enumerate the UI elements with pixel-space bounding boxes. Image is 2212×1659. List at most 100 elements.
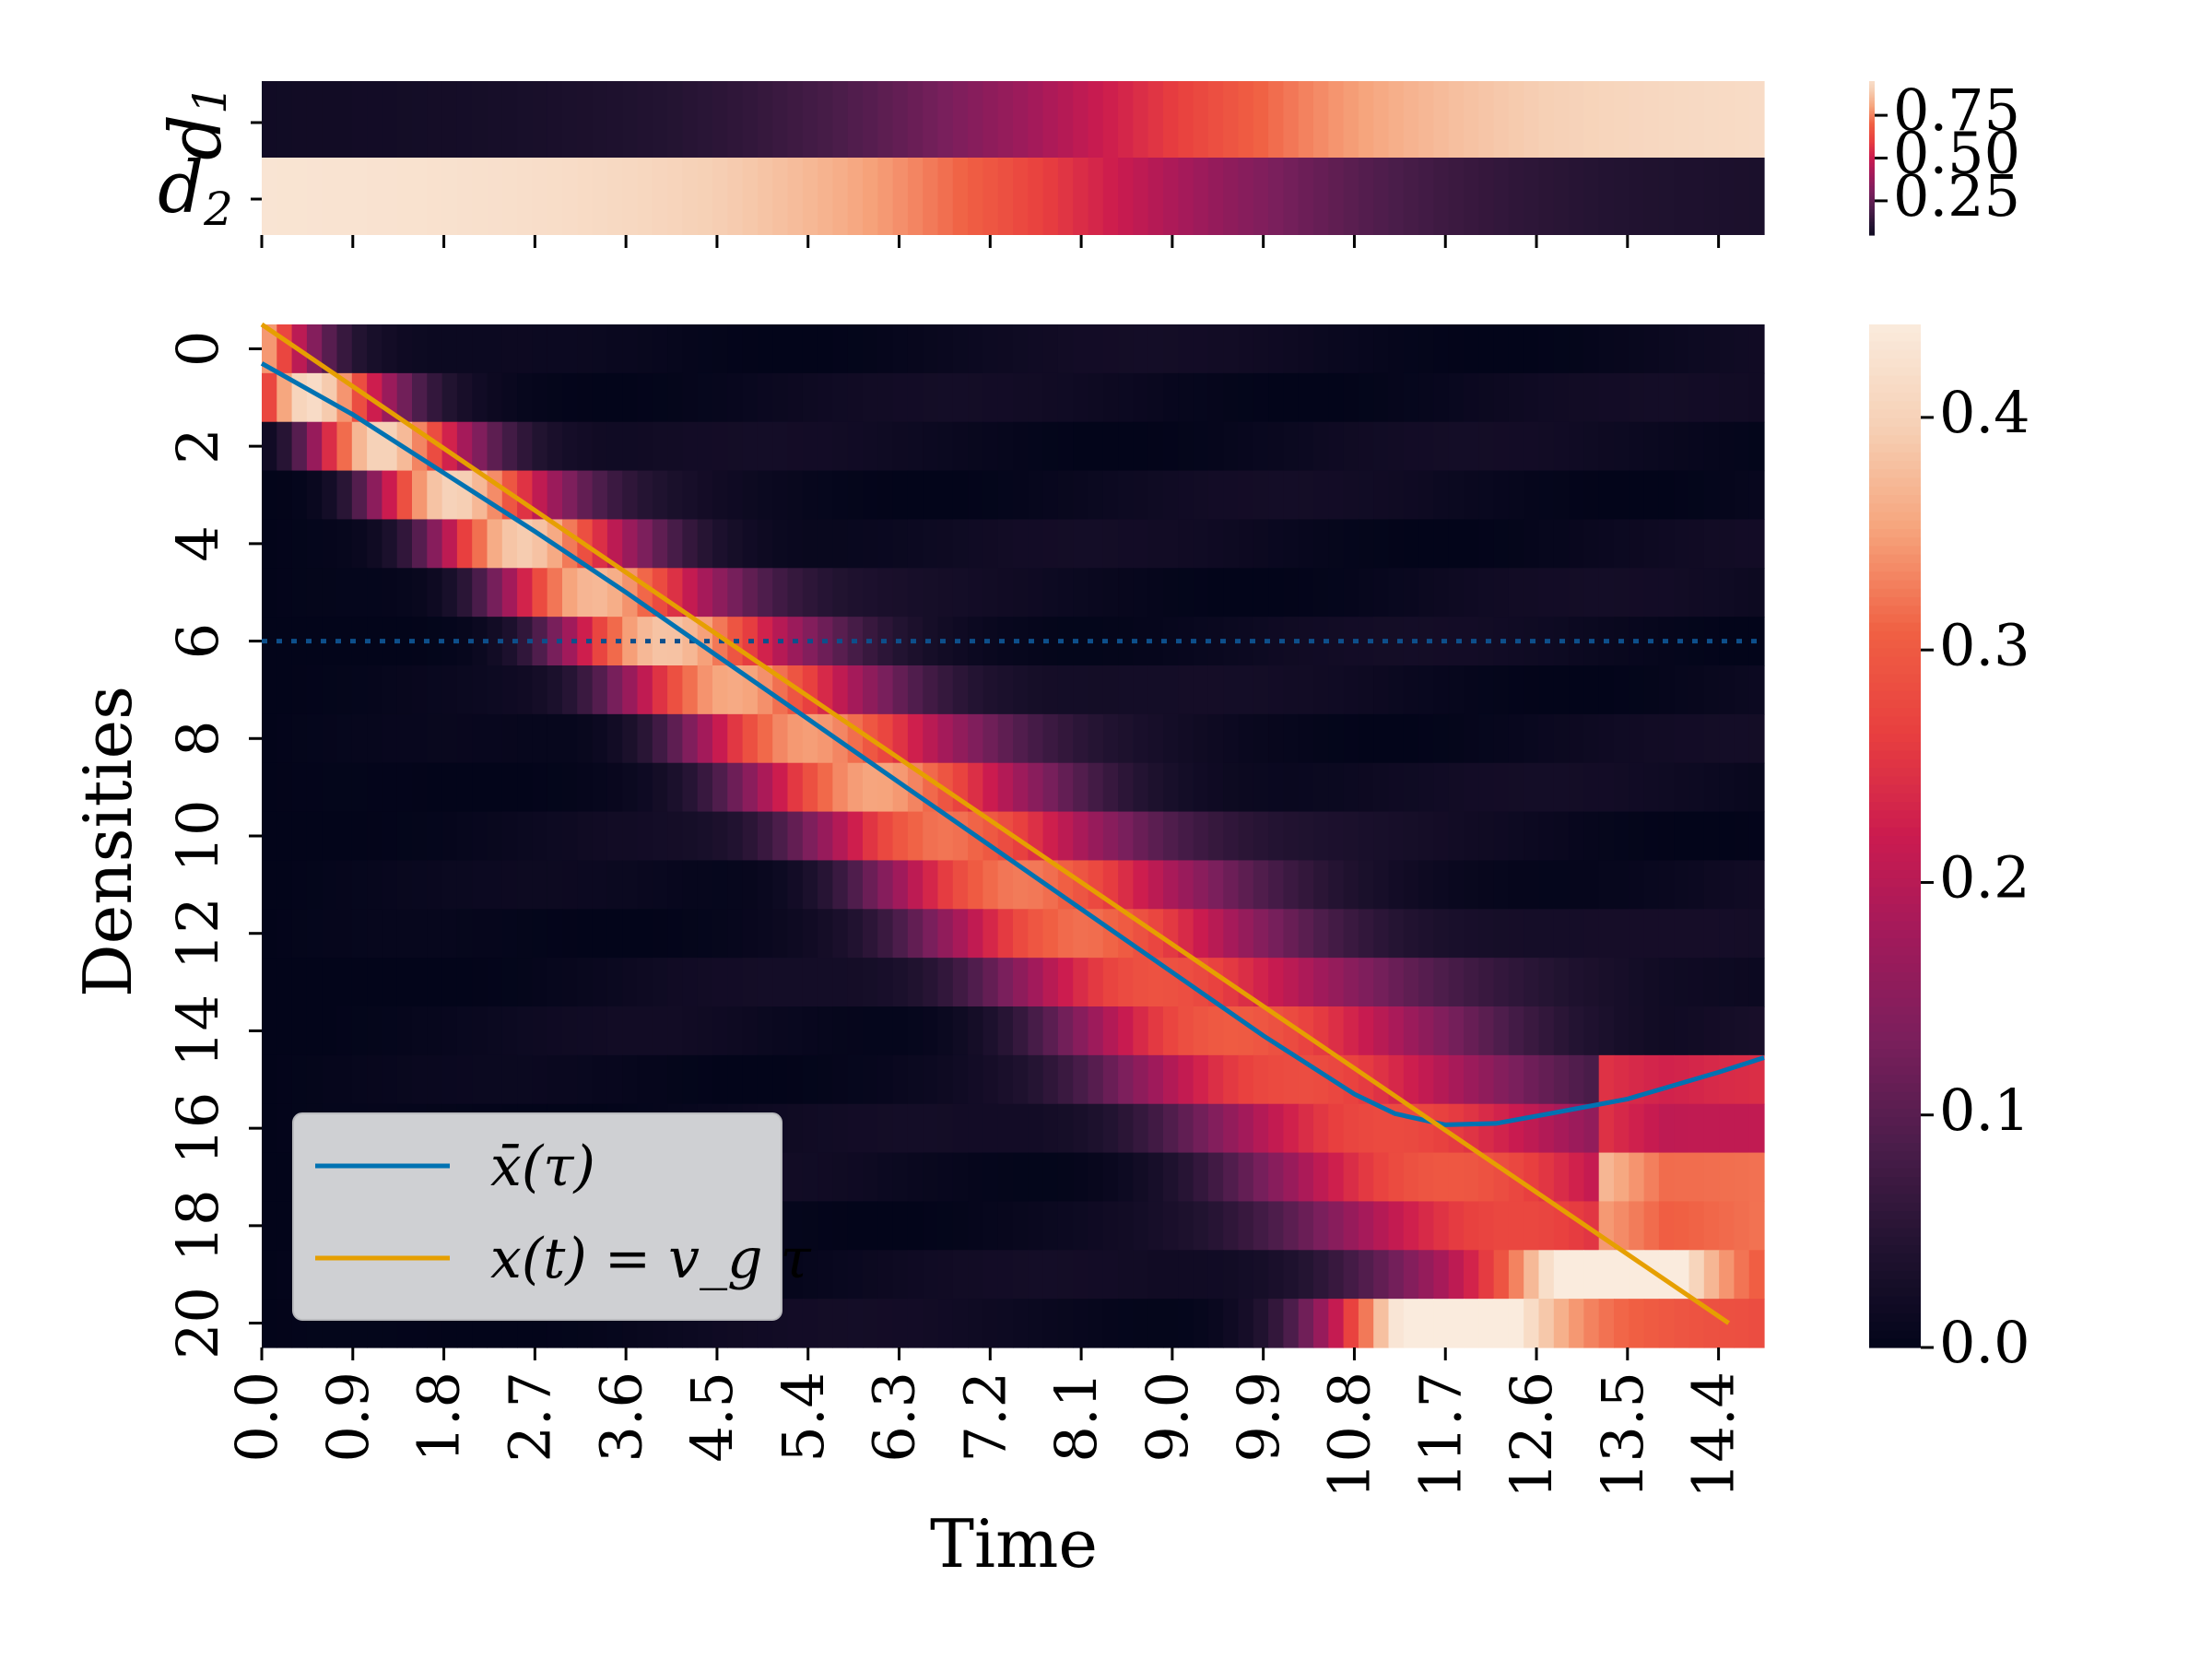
cell <box>382 958 398 1007</box>
cell <box>1013 958 1029 1007</box>
cell <box>877 372 894 423</box>
cell <box>427 713 443 764</box>
cell <box>517 421 533 472</box>
cell <box>367 519 382 569</box>
cell-d1 <box>757 81 773 158</box>
cell <box>456 372 473 423</box>
cell <box>1493 568 1510 618</box>
colorbar-segment <box>1869 333 1921 343</box>
cell <box>577 421 594 472</box>
cell <box>1163 665 1179 715</box>
cell-d1 <box>1658 81 1675 158</box>
cell <box>1223 1299 1240 1348</box>
cell <box>1057 470 1074 521</box>
cell-d1 <box>1433 81 1450 158</box>
cell-d2 <box>923 158 939 235</box>
cell <box>892 762 909 813</box>
cell <box>1418 1201 1434 1251</box>
cell <box>802 324 818 374</box>
cell <box>1493 372 1510 423</box>
cell <box>487 324 503 374</box>
cell <box>456 909 473 959</box>
cell-d2 <box>1508 158 1524 235</box>
cell <box>1238 568 1254 618</box>
x-axis: 0.0 0.9 1.8 2.7 3.6 4.5 5.4 6.3 7.2 8.1 9.0 9.9 10.8… <box>223 1347 1747 1499</box>
cell <box>351 665 368 715</box>
cell <box>1629 713 1645 764</box>
cell <box>382 860 398 910</box>
cell <box>412 568 428 618</box>
cell <box>1358 1250 1374 1300</box>
x-tick-label: 0.0 <box>223 1371 290 1463</box>
cell <box>1373 617 1390 666</box>
cell <box>818 860 833 910</box>
cell <box>351 762 368 813</box>
cell <box>622 860 639 910</box>
cell <box>1147 811 1164 862</box>
cell-d1 <box>952 81 969 158</box>
cell <box>1508 1201 1524 1251</box>
cell <box>832 568 849 618</box>
cell <box>1614 1152 1630 1203</box>
cell <box>1748 860 1765 910</box>
top-heatmap <box>262 81 1765 235</box>
cell <box>427 568 443 618</box>
cell-d2 <box>1403 158 1419 235</box>
cell <box>1643 762 1660 813</box>
colorbar-segment <box>1869 148 1875 151</box>
cell <box>1147 1103 1164 1154</box>
cell <box>1538 665 1555 715</box>
cell <box>772 958 789 1007</box>
cell <box>1283 568 1300 618</box>
cell <box>863 762 878 813</box>
cell <box>1674 909 1690 959</box>
colorbar-segment <box>1869 163 1875 166</box>
cell <box>336 860 353 910</box>
cell <box>757 1054 773 1105</box>
cell <box>652 568 668 618</box>
cell-d2 <box>1073 158 1089 235</box>
cell <box>622 1054 639 1105</box>
main-panel: 0.0 0.9 1.8 2.7 3.6 4.5 5.4 6.3 7.2 8.1 9.0 9.9 10.8… <box>69 322 2030 1583</box>
cell <box>1328 470 1345 521</box>
cell <box>877 1054 894 1105</box>
cell <box>622 421 639 472</box>
cell <box>1524 1201 1540 1251</box>
cell <box>1178 1299 1194 1348</box>
cell <box>952 617 969 666</box>
cell <box>787 860 804 910</box>
cell-d1 <box>1088 81 1104 158</box>
cell <box>1207 1250 1224 1300</box>
cell <box>1493 1201 1510 1251</box>
cell <box>1283 1103 1300 1154</box>
cell <box>772 519 789 569</box>
cell <box>1283 958 1300 1007</box>
cell <box>1147 762 1164 813</box>
cell <box>1147 324 1164 374</box>
x-tick-label: 9.9 <box>1225 1371 1292 1463</box>
cell <box>832 860 849 910</box>
top-y-axis: d1 d2 <box>155 85 262 236</box>
cell <box>1403 958 1419 1007</box>
cell <box>1583 1152 1600 1203</box>
cell <box>1073 519 1089 569</box>
cell <box>1343 324 1359 374</box>
cell <box>1057 324 1074 374</box>
cell <box>1178 617 1194 666</box>
cell <box>968 324 983 374</box>
cell <box>1102 372 1119 423</box>
cell <box>1118 1054 1134 1105</box>
cell <box>1478 909 1495 959</box>
cell <box>832 1299 849 1348</box>
cell <box>1418 958 1434 1007</box>
cell <box>532 617 548 666</box>
cell <box>787 519 804 569</box>
cell-d2 <box>367 158 382 235</box>
cell <box>1748 617 1765 666</box>
cell <box>1178 568 1194 618</box>
cell-d1 <box>1147 81 1164 158</box>
cell <box>1163 324 1179 374</box>
cell <box>1583 860 1600 910</box>
cell <box>547 470 563 521</box>
cell <box>1493 1103 1510 1154</box>
